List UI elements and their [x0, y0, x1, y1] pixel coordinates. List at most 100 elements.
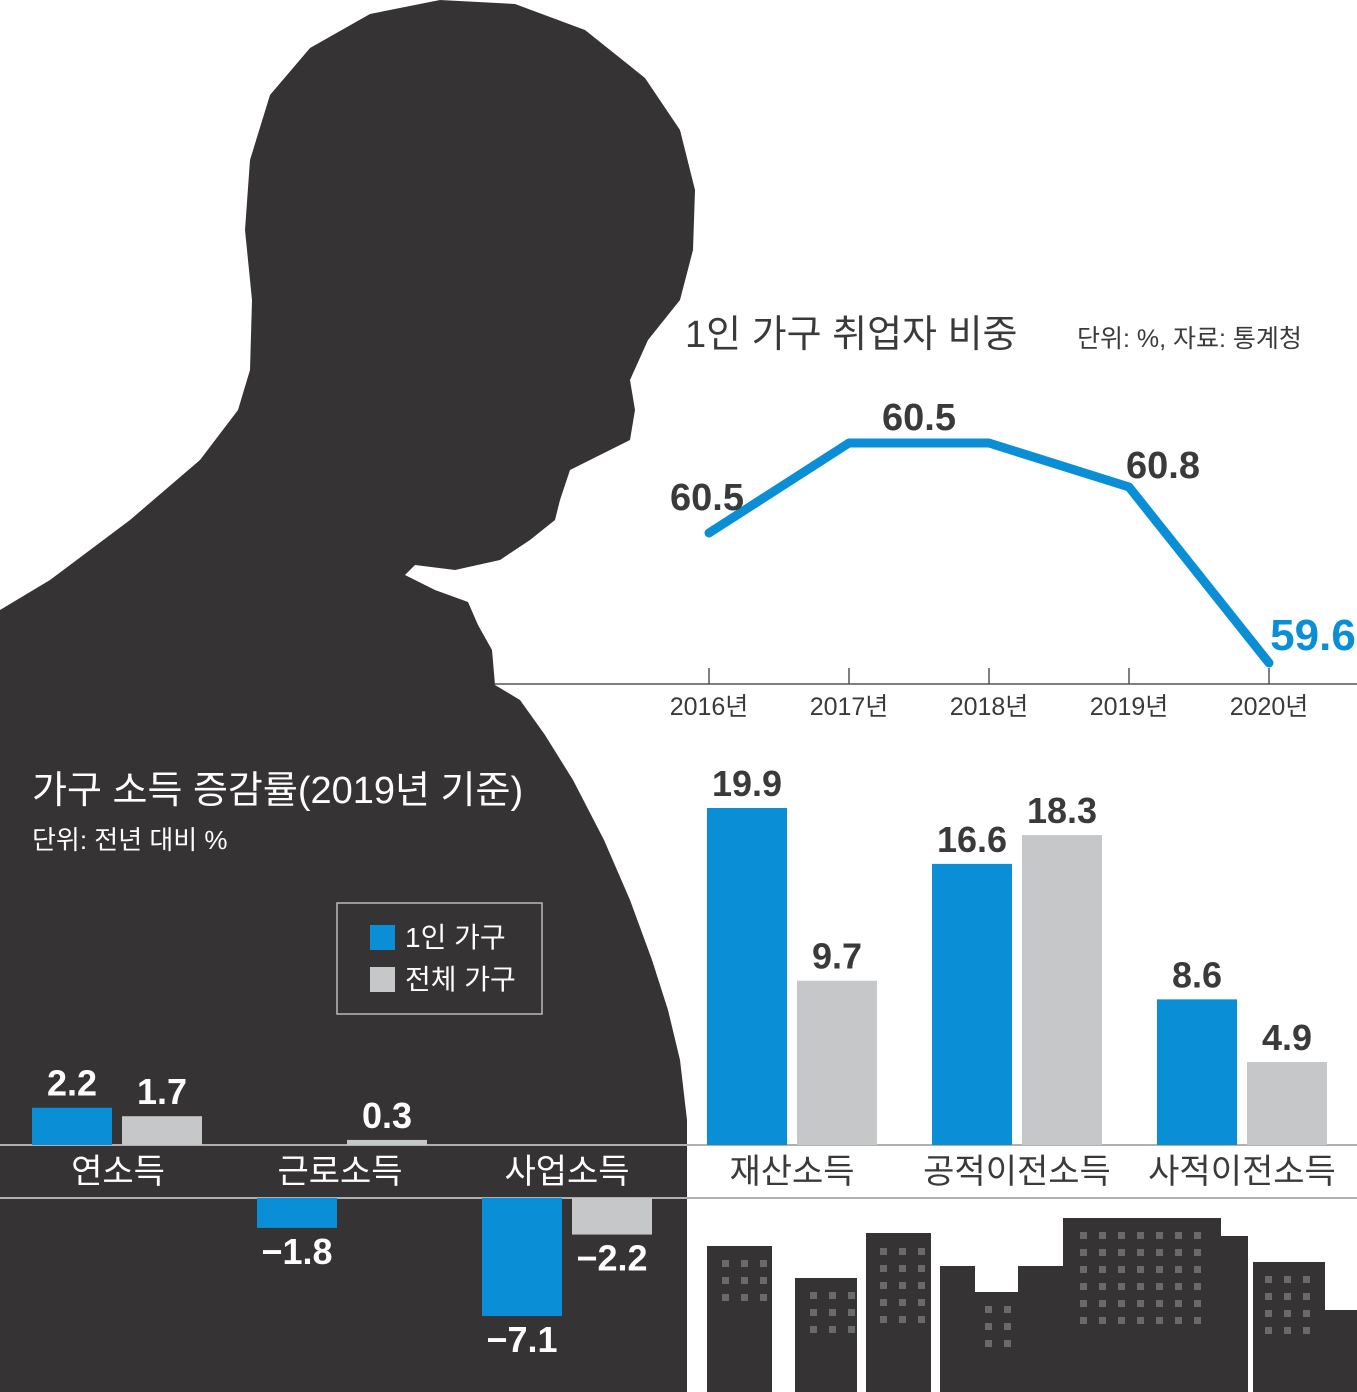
- window-light: [1303, 1310, 1310, 1317]
- window-light: [741, 1294, 748, 1301]
- window-light: [1080, 1249, 1087, 1256]
- bar-value-label: 4.9: [1262, 1017, 1312, 1058]
- category-label: 공적이전소득: [923, 1153, 1111, 1191]
- legend-label-all: 전체 가구: [405, 964, 516, 995]
- bar-chart-category-labels: 연소득 근로소득 사업소득 재산소득 공적이전소득 사적이전소득: [71, 1153, 1336, 1191]
- bar-one-person: [482, 1198, 562, 1316]
- bar-one-person: [932, 863, 1012, 1145]
- window-light: [1099, 1300, 1106, 1307]
- window-light: [1303, 1276, 1310, 1283]
- window-light: [1265, 1327, 1272, 1334]
- window-light: [722, 1277, 729, 1284]
- bar-all-households: [1022, 835, 1102, 1145]
- bar-all-households: [347, 1139, 427, 1145]
- window-light: [1194, 1317, 1201, 1324]
- window-light: [760, 1294, 767, 1301]
- window-light: [1118, 1232, 1125, 1239]
- window-light: [1156, 1317, 1163, 1324]
- x-tick-label: 2016년: [670, 693, 749, 721]
- bar-one-person: [32, 1107, 112, 1145]
- window-light: [1156, 1283, 1163, 1290]
- bar-value-label: −2.2: [576, 1238, 647, 1279]
- bar-one-person: [257, 1198, 337, 1228]
- window-light: [880, 1299, 887, 1306]
- window-light: [880, 1248, 887, 1255]
- window-light: [722, 1294, 729, 1301]
- window-light: [760, 1277, 767, 1284]
- bar-value-label: −7.1: [486, 1319, 557, 1360]
- window-light: [1080, 1232, 1087, 1239]
- window-light: [1004, 1340, 1011, 1347]
- bar-chart-bars: [32, 808, 1327, 1316]
- bar-value-label: 1.7: [137, 1071, 187, 1112]
- window-light: [760, 1260, 767, 1267]
- window-light: [1156, 1300, 1163, 1307]
- window-light: [1156, 1266, 1163, 1273]
- window-light: [1099, 1283, 1106, 1290]
- window-light: [848, 1309, 855, 1316]
- window-light: [1080, 1283, 1087, 1290]
- window-light: [1194, 1266, 1201, 1273]
- bar-chart-unit: 단위: 전년 대비 %: [32, 825, 228, 855]
- window-light: [1004, 1306, 1011, 1313]
- window-light: [985, 1323, 992, 1330]
- line-chart-title: 1인 가구 취업자 비중: [685, 314, 1018, 356]
- window-light: [1137, 1317, 1144, 1324]
- category-label: 재산소득: [729, 1153, 854, 1191]
- bar-value-label: 0.3: [362, 1095, 412, 1136]
- category-label: 근로소득: [277, 1153, 402, 1191]
- window-light: [848, 1292, 855, 1299]
- category-label: 사적이전소득: [1148, 1153, 1336, 1191]
- window-light: [985, 1306, 992, 1313]
- window-light: [1137, 1283, 1144, 1290]
- window-light: [741, 1260, 748, 1267]
- window-light: [810, 1326, 817, 1333]
- bar-value-label: 16.6: [937, 819, 1007, 860]
- window-light: [1194, 1283, 1201, 1290]
- window-light: [1080, 1266, 1087, 1273]
- window-light: [899, 1316, 906, 1323]
- window-light: [1118, 1300, 1125, 1307]
- line-chart-ticks: 2016년 2017년 2018년 2019년 2020년: [670, 668, 1308, 721]
- window-light: [899, 1265, 906, 1272]
- window-light: [1118, 1283, 1125, 1290]
- window-light: [1175, 1249, 1182, 1256]
- window-light: [1175, 1317, 1182, 1324]
- window-light: [829, 1326, 836, 1333]
- window-light: [741, 1277, 748, 1284]
- window-light: [1175, 1300, 1182, 1307]
- window-light: [1175, 1232, 1182, 1239]
- person-silhouette: [0, 0, 695, 1392]
- window-light: [1080, 1317, 1087, 1324]
- bar-value-label: 9.7: [812, 936, 862, 977]
- bar-value-label: −1.8: [261, 1231, 332, 1272]
- window-light: [918, 1282, 925, 1289]
- window-light: [1156, 1232, 1163, 1239]
- bar-all-households: [122, 1116, 202, 1145]
- window-light: [1156, 1249, 1163, 1256]
- legend-swatch-one-person: [370, 925, 395, 950]
- window-light: [899, 1282, 906, 1289]
- window-light: [1194, 1300, 1201, 1307]
- bar-chart-legend: 1인 가구 전체 가구: [336, 902, 543, 1015]
- window-light: [1265, 1276, 1272, 1283]
- bar-all-households: [797, 980, 877, 1145]
- bar-value-label: 19.9: [712, 763, 782, 804]
- window-light: [1194, 1249, 1201, 1256]
- window-light: [1137, 1300, 1144, 1307]
- window-light: [880, 1282, 887, 1289]
- bar-one-person: [707, 808, 787, 1145]
- bar-value-label: 8.6: [1172, 954, 1222, 995]
- window-light: [810, 1309, 817, 1316]
- line-value-label: 60.5: [882, 397, 956, 439]
- window-light: [1137, 1249, 1144, 1256]
- window-light: [1194, 1232, 1201, 1239]
- window-light: [985, 1340, 992, 1347]
- window-light: [918, 1265, 925, 1272]
- window-light: [1284, 1276, 1291, 1283]
- window-light: [829, 1292, 836, 1299]
- window-light: [829, 1309, 836, 1316]
- category-label: 사업소득: [504, 1153, 629, 1191]
- category-label: 연소득: [71, 1153, 165, 1191]
- line-chart-source: 단위: %, 자료: 통계청: [1077, 325, 1302, 353]
